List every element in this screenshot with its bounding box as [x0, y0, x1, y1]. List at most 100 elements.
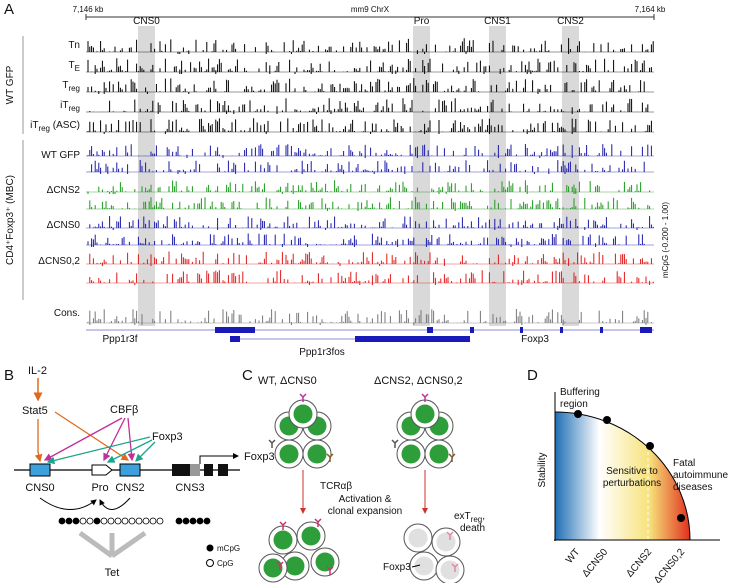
nucleus: [429, 444, 449, 464]
text: Tn: [68, 40, 80, 51]
exon: [190, 464, 200, 476]
cpg: [114, 517, 122, 525]
nucleus: [307, 444, 327, 464]
tcr-label: TCRαβ: [320, 481, 352, 492]
nucleus: [315, 552, 335, 572]
receptor: [451, 563, 459, 572]
track-label: Cons.: [54, 308, 80, 319]
fate-label: exTreg,: [454, 511, 485, 524]
gene-label: Foxp3: [521, 334, 549, 345]
region-label: perturbations: [603, 478, 661, 489]
factor: CBFβ: [110, 404, 138, 416]
nucleus: [408, 528, 428, 548]
text: Cons.: [54, 308, 80, 319]
cpg: [121, 517, 129, 525]
track-label: iTreg: [60, 100, 80, 113]
gene-label: Ppp1r3fos: [299, 347, 345, 358]
cpg: [128, 517, 136, 525]
receptor: [276, 561, 284, 570]
track-label: Treg: [62, 80, 80, 93]
cpg: [58, 517, 66, 525]
condition-title: ΔCNS2, ΔCNS0,2: [374, 375, 463, 387]
track-label: ΔCNS0: [47, 220, 81, 231]
text: ΔCNS0: [47, 220, 81, 231]
condition-title: WT, ΔCNS0: [258, 375, 317, 387]
cpg: [65, 517, 73, 525]
arrow: [103, 417, 126, 462]
point: [574, 410, 582, 418]
cpg: [79, 517, 87, 525]
cpg: [156, 517, 164, 525]
arrow: [34, 419, 43, 463]
legend-label: mCpG: [217, 544, 240, 553]
text: WT GFP: [41, 150, 80, 161]
transcript-arrow: [199, 453, 239, 464]
cpg: [175, 517, 183, 525]
nucleus: [414, 556, 434, 576]
receptor: [299, 393, 307, 402]
chromosome: mm9 ChrX: [351, 5, 390, 14]
factor: Foxp3: [152, 431, 183, 443]
region-label: autoimmune: [673, 470, 728, 481]
track-label: ΔCNS0,2: [38, 256, 80, 267]
text: reg: [68, 104, 80, 113]
category-label: ΔCNS2: [624, 547, 654, 580]
receptor: [279, 521, 287, 530]
nucleus: [285, 556, 305, 576]
tet-arrows: [78, 530, 147, 559]
text: reg: [38, 124, 50, 133]
text: ,: [482, 511, 485, 522]
factor: Tet: [105, 567, 120, 579]
track-label: Tn: [68, 40, 80, 51]
receptor: [326, 453, 334, 462]
cpg-row: [58, 517, 211, 525]
foxp3-label: Foxp3: [383, 562, 411, 573]
category-label: ΔCNS0,2: [652, 547, 688, 583]
text: ΔCNS2: [47, 185, 81, 196]
receptor: [421, 393, 429, 402]
element-label: CNS2: [115, 482, 144, 494]
nucleus: [273, 530, 293, 550]
receptor: [314, 518, 322, 527]
region-label: diseases: [673, 482, 712, 493]
text: T: [62, 80, 68, 91]
pointer: [411, 564, 421, 568]
cpg: [203, 517, 211, 525]
nucleus: [401, 444, 421, 464]
legend-mark: [206, 544, 214, 552]
group-label: CD4⁺Foxp3⁺ (MBC): [5, 175, 16, 265]
track-signal: [87, 58, 652, 74]
cpg: [93, 517, 101, 525]
exon: [427, 327, 433, 333]
gene-label: Ppp1r3f: [102, 334, 137, 345]
step-label: clonal expansion: [328, 506, 403, 517]
coord-end: 7,164 kb: [635, 5, 666, 14]
nucleus: [293, 404, 313, 424]
region-label: Sensitive to: [606, 466, 658, 477]
exon: [560, 327, 563, 333]
group-label: WT GFP: [5, 65, 16, 104]
cpg: [189, 517, 197, 525]
track-label: TE: [69, 60, 80, 73]
receptor: [326, 566, 334, 575]
cpg: [142, 517, 150, 525]
arrow: [54, 411, 130, 461]
cells: [258, 393, 465, 583]
track-label: ΔCNS2: [47, 185, 81, 196]
cpg: [135, 517, 143, 525]
region-label: CNS1: [484, 16, 511, 27]
nucleus: [415, 404, 435, 424]
receptor: [448, 453, 456, 462]
legend-label: CpG: [217, 559, 233, 568]
cns-box: [119, 463, 141, 477]
exon: [355, 336, 470, 342]
factor: IL-2: [28, 365, 47, 377]
cns-box: [29, 463, 51, 477]
loop-arrow: [99, 497, 131, 510]
point: [603, 416, 611, 424]
text: reg: [471, 515, 483, 524]
cpg: [107, 517, 115, 525]
receptor: [268, 439, 276, 448]
